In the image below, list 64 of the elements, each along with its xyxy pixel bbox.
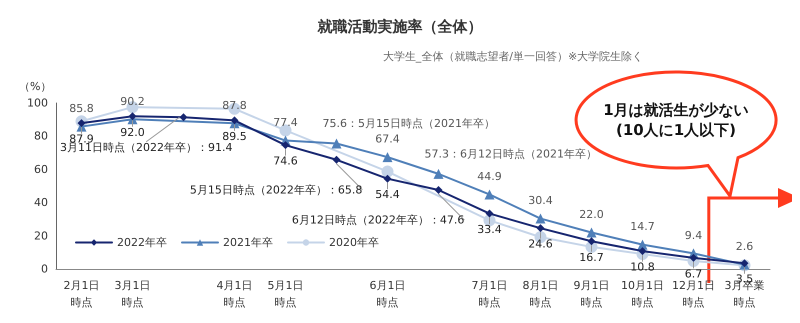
y-tick-label: 0: [41, 262, 48, 276]
y-tick-label: 40: [34, 196, 48, 210]
data-label: 6月12日時点（2022年卒）：47.6: [292, 213, 464, 226]
data-label: 57.3：6月12日時点（2021年卒）: [424, 147, 597, 160]
point: [486, 210, 494, 218]
data-label: 67.4: [375, 132, 400, 146]
legend-label: 2022年卒: [117, 236, 167, 249]
data-label: 54.4: [375, 188, 400, 202]
data-label: 6.7: [684, 267, 702, 280]
data-label: 30.4: [528, 194, 553, 208]
data-label: 75.6：5月15日時点（2021年卒）: [322, 117, 495, 130]
x-tick-label: 8月1日時点: [522, 279, 558, 309]
data-label: 77.4: [273, 116, 298, 130]
data-label: 74.6: [273, 154, 298, 168]
data-label: 33.4: [477, 223, 502, 236]
point: [332, 156, 340, 164]
data-label: 87.8: [222, 98, 247, 112]
y-tick-label: 100: [27, 96, 48, 110]
data-label: 85.8: [69, 102, 94, 116]
y-tick-label: 80: [34, 130, 48, 143]
point: [382, 166, 394, 178]
data-label: 22.0: [579, 208, 604, 221]
point: [536, 224, 544, 232]
x-tick-label: 9月1日時点: [574, 279, 610, 309]
point: [434, 168, 444, 179]
x-tick-label: 12月1日時点: [672, 279, 715, 309]
point: [384, 174, 392, 183]
data-label: 16.7: [579, 250, 604, 264]
data-label: 10.8: [630, 260, 655, 274]
x-tick-label: 2月1日時点: [64, 279, 100, 309]
data-label: 89.5: [222, 130, 247, 143]
point: [484, 189, 494, 200]
point: [180, 113, 188, 122]
annotation: 1月は就活生が少ない(10人に1人以下): [603, 101, 749, 139]
chart-subtitle: 大学生_全体（就職志望者/単一回答）※大学院生除く: [382, 50, 644, 63]
point: [332, 138, 342, 149]
x-tick-label: 6月1日時点: [370, 279, 406, 309]
y-tick-label: 60: [34, 162, 48, 176]
point: [586, 227, 596, 238]
data-label: 5月15日時点（2022年卒）：65.8: [190, 183, 362, 196]
x-tick-label: 5月1日時点: [268, 279, 304, 309]
legend-label: 2020年卒: [328, 236, 379, 249]
point: [536, 214, 546, 224]
point: [282, 141, 290, 150]
data-label: 2.6: [736, 240, 754, 254]
data-label: 14.7: [630, 220, 655, 234]
data-label: 44.9: [477, 170, 502, 183]
point: [128, 112, 136, 120]
point: [382, 152, 392, 162]
data-label: 90.2: [120, 94, 145, 108]
data-label: 24.6: [528, 238, 553, 251]
legend-label: 2021年卒: [222, 236, 273, 249]
data-label: 9.4: [684, 228, 702, 242]
y-tick-label: 20: [34, 229, 48, 242]
chart-title: 就職活動実施率（全体）: [316, 18, 482, 36]
x-tick-label: 4月1日時点: [216, 279, 252, 309]
point: [588, 237, 596, 246]
point: [230, 116, 238, 124]
x-tick-label: 3月1日時点: [114, 279, 150, 309]
data-label: 92.0: [120, 126, 145, 139]
point: [434, 186, 442, 194]
y-axis-title: （%）: [19, 80, 52, 93]
x-tick-label: 7月1日時点: [472, 279, 508, 309]
x-tick-label: 10月1日時点: [621, 279, 664, 309]
